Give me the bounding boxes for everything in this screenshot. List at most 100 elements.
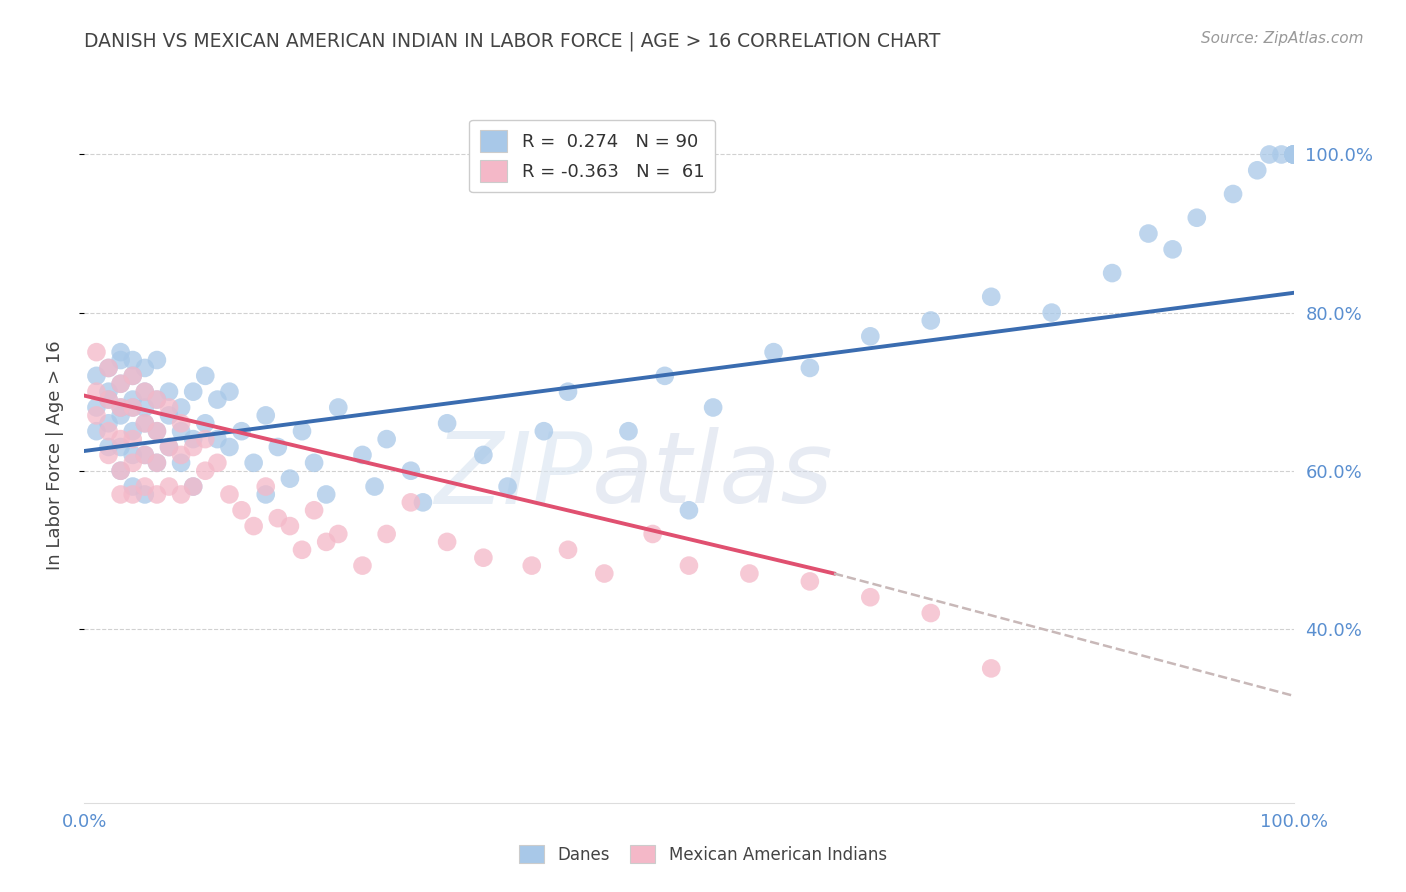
Point [121, 368, 143, 383]
Point [1270, 147, 1292, 161]
Point [363, 479, 385, 493]
Point [254, 409, 277, 423]
Point [557, 542, 579, 557]
Point [97, 392, 120, 407]
Point [181, 479, 204, 493]
Point [412, 495, 434, 509]
Point [86, 401, 108, 415]
Point [315, 534, 337, 549]
Point [134, 361, 156, 376]
Point [121, 368, 143, 383]
Point [97, 361, 120, 376]
Point [436, 534, 458, 549]
Point [97, 392, 120, 407]
Point [315, 487, 337, 501]
Point [110, 440, 132, 454]
Point [375, 432, 398, 446]
Point [218, 384, 240, 399]
Point [1282, 147, 1305, 161]
Point [121, 353, 143, 368]
Point [181, 479, 204, 493]
Point [302, 456, 325, 470]
Point [278, 519, 301, 533]
Point [121, 424, 143, 438]
Point [291, 542, 314, 557]
Point [86, 424, 108, 438]
Point [146, 424, 169, 438]
Point [146, 353, 169, 368]
Point [472, 550, 495, 565]
Point [194, 432, 217, 446]
Point [121, 479, 143, 493]
Point [134, 448, 156, 462]
Point [157, 384, 180, 399]
Point [157, 440, 180, 454]
Text: DANISH VS MEXICAN AMERICAN INDIAN IN LABOR FORCE | AGE > 16 CORRELATION CHART: DANISH VS MEXICAN AMERICAN INDIAN IN LAB… [84, 31, 941, 51]
Point [134, 401, 156, 415]
Point [593, 566, 616, 581]
Point [97, 448, 120, 462]
Point [1282, 147, 1305, 161]
Point [1101, 266, 1123, 280]
Point [110, 464, 132, 478]
Point [678, 558, 700, 573]
Point [207, 392, 229, 407]
Point [157, 479, 180, 493]
Point [170, 456, 193, 470]
Point [170, 417, 193, 431]
Point [641, 527, 664, 541]
Point [110, 487, 132, 501]
Point [291, 424, 314, 438]
Point [170, 424, 193, 438]
Point [980, 661, 1002, 675]
Point [496, 479, 519, 493]
Point [654, 368, 676, 383]
Point [1185, 211, 1208, 225]
Point [97, 440, 120, 454]
Point [1137, 227, 1160, 241]
Point [267, 511, 290, 525]
Point [980, 290, 1002, 304]
Point [110, 353, 132, 368]
Point [207, 456, 229, 470]
Point [86, 384, 108, 399]
Point [762, 345, 785, 359]
Point [242, 519, 264, 533]
Point [157, 401, 180, 415]
Point [181, 432, 204, 446]
Point [181, 440, 204, 454]
Point [97, 417, 120, 431]
Point [146, 424, 169, 438]
Point [436, 417, 458, 431]
Point [1040, 305, 1063, 319]
Point [399, 495, 422, 509]
Point [146, 456, 169, 470]
Point [157, 409, 180, 423]
Point [799, 361, 821, 376]
Legend: R =  0.274   N = 90, R = -0.363   N =  61: R = 0.274 N = 90, R = -0.363 N = 61 [470, 120, 716, 193]
Point [97, 384, 120, 399]
Point [702, 401, 724, 415]
Point [1246, 163, 1268, 178]
Text: Source: ZipAtlas.com: Source: ZipAtlas.com [1201, 31, 1364, 46]
Point [134, 487, 156, 501]
Point [375, 527, 398, 541]
Point [134, 417, 156, 431]
Point [231, 424, 253, 438]
Point [181, 384, 204, 399]
Y-axis label: In Labor Force | Age > 16: In Labor Force | Age > 16 [45, 340, 63, 570]
Point [302, 503, 325, 517]
Point [134, 417, 156, 431]
Point [207, 432, 229, 446]
Point [110, 345, 132, 359]
Point [520, 558, 543, 573]
Point [859, 329, 882, 343]
Point [110, 401, 132, 415]
Point [134, 384, 156, 399]
Point [278, 472, 301, 486]
Point [472, 448, 495, 462]
Point [121, 448, 143, 462]
Point [121, 456, 143, 470]
Text: atlas: atlas [592, 427, 834, 524]
Point [170, 448, 193, 462]
